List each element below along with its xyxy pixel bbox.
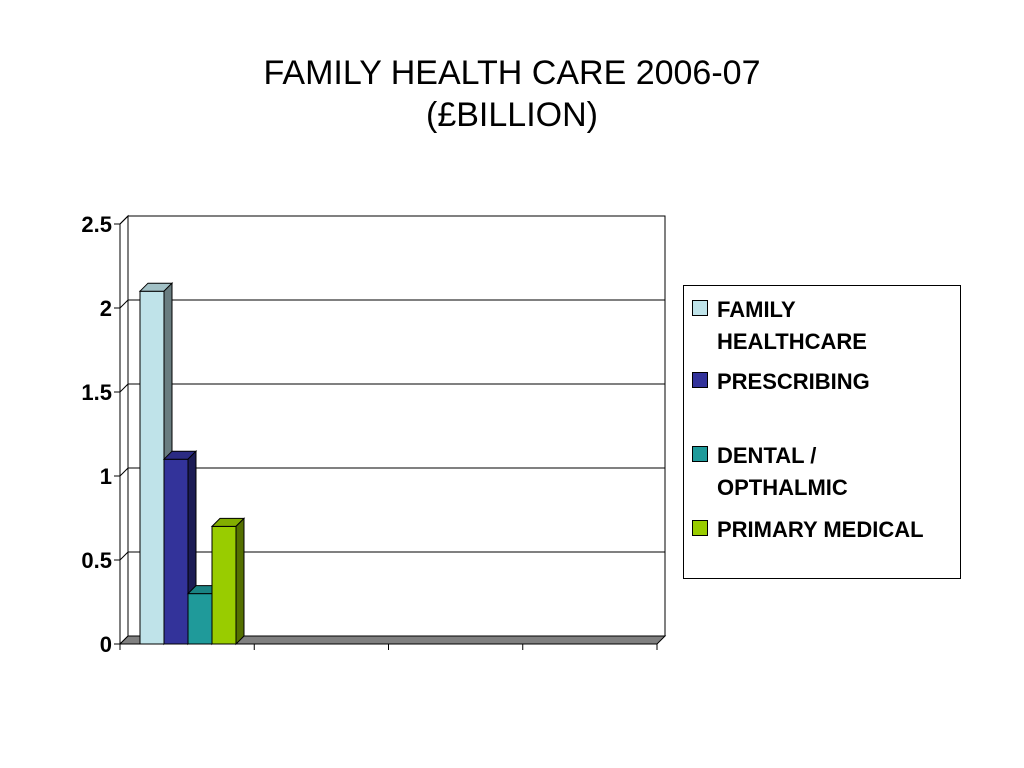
bar-prescribing xyxy=(163,458,189,645)
y-tick-label: 1.5 xyxy=(81,380,112,405)
legend-label-prescribing: PRESCRIBING xyxy=(717,369,870,394)
legend-item-family-healthcare: FAMILY HEALTHCARE xyxy=(692,294,967,358)
y-tick-label: 2 xyxy=(100,296,112,321)
gridline-side xyxy=(119,467,129,477)
chart-legend: FAMILY HEALTHCARE PRESCRIBING DENTAL / O… xyxy=(683,285,961,579)
legend-swatch-dental-opthalmic xyxy=(692,446,708,462)
bar-primary-medical xyxy=(211,525,237,645)
legend-label-dental-opthalmic: DENTAL / OPTHALMIC xyxy=(717,440,967,504)
legend-label-family-healthcare: FAMILY HEALTHCARE xyxy=(717,294,967,358)
legend-label-family-healthcare-line-2: HEALTHCARE xyxy=(717,329,867,354)
chart-title-line-1: FAMILY HEALTH CARE 2006-07 xyxy=(263,54,761,92)
bar-dental-opthalmic xyxy=(187,593,213,645)
plot-area: 0 0.5 1 1.5 2 2.5 xyxy=(81,212,667,657)
legend-label-family-healthcare-line-1: FAMILY xyxy=(717,297,796,322)
legend-swatch-family-healthcare xyxy=(692,300,708,316)
legend-label-dental-opthalmic-line-2: OPTHALMIC xyxy=(717,475,848,500)
chart-title-line-2: (£BILLION) xyxy=(426,96,598,134)
bar-chart: 0 0.5 1 1.5 2 2.5 xyxy=(81,212,667,657)
gridline-side xyxy=(119,383,129,393)
legend-item-prescribing: PRESCRIBING xyxy=(692,366,967,398)
side-wall xyxy=(119,214,129,646)
y-tick-label: 0.5 xyxy=(81,548,112,573)
y-tick-label: 2.5 xyxy=(81,212,112,237)
legend-swatch-prescribing xyxy=(692,372,708,388)
legend-label-primary-medical: PRIMARY MEDICAL xyxy=(717,517,924,542)
legend-swatch-primary-medical xyxy=(692,520,708,536)
y-tick-label: 1 xyxy=(100,464,112,489)
bar-family-healthcare xyxy=(139,290,165,645)
legend-item-dental-opthalmic: DENTAL / OPTHALMIC xyxy=(692,440,967,504)
y-tick-label: 0 xyxy=(100,632,112,657)
legend-item-primary-medical: PRIMARY MEDICAL xyxy=(692,514,967,546)
gridline-side xyxy=(119,551,129,561)
legend-label-dental-opthalmic-line-1: DENTAL / xyxy=(717,443,817,468)
gridline-side xyxy=(119,299,129,309)
back-wall xyxy=(127,215,666,637)
gridline-side xyxy=(119,215,129,225)
bar-side-primary-medical xyxy=(235,517,245,646)
chart-title: FAMILY HEALTH CARE 2006-07 (£BILLION) xyxy=(0,52,1024,136)
